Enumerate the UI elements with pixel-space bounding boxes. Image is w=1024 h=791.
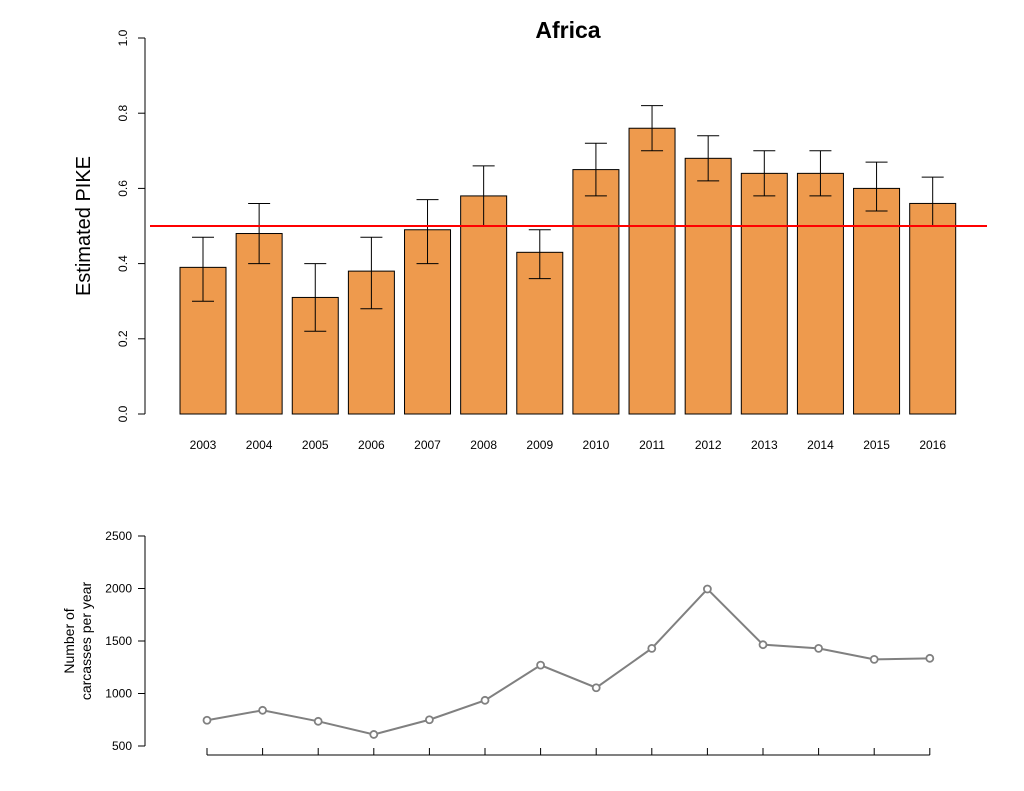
series-line-group [206,587,930,736]
y-tick-label: 2500 [105,529,132,543]
x-tick-label-2016: 2016 [919,438,946,452]
x-tick-labels: 2003 2004 2005 2006 2007 2008 2009 2010 2011 2012… [190,438,947,452]
bar-2014 [796,172,844,415]
y-axis: 500 1000 1500 2000 2500 [105,529,146,753]
y-axis: 0.0 0.2 0.4 0.6 0.8 1.0 [116,29,146,422]
bar-2010 [572,169,620,415]
data-point-2006 [369,730,379,739]
x-tick-label-2008: 2008 [470,438,497,452]
bar-2015 [853,187,901,415]
carcass-line-chart: Number of carcasses per year 500 1000 1500… [61,529,935,756]
bar-2012 [684,157,732,415]
data-points [202,584,935,739]
y-axis-label-line-1: Number of [61,608,77,673]
y-tick-label: 1.0 [116,29,130,46]
y-axis-label-line-2: carcasses per year [78,582,94,701]
y-tick-label: 0.4 [116,255,130,272]
bars [179,127,957,415]
x-tick-label-2003: 2003 [190,438,217,452]
bar-2009 [516,251,564,415]
y-tick-label: 0.6 [116,180,130,197]
y-axis-label: Estimated PIKE [73,156,95,296]
y-tick-label: 0.0 [116,405,130,422]
bar-2011 [628,127,676,415]
y-tick-label: 1500 [105,634,132,648]
x-axis [206,748,931,756]
data-point-2003 [202,715,212,725]
bar-2013 [740,172,788,415]
x-tick-label-2013: 2013 [751,438,778,452]
chart-title: Africa [535,17,600,43]
data-point-2009 [536,660,545,670]
data-point-2010 [591,683,601,693]
data-point-2004 [258,705,268,715]
x-tick-label-2012: 2012 [695,438,722,452]
data-point-2013 [758,640,768,650]
x-tick-label-2005: 2005 [302,438,329,452]
data-point-2005 [313,716,323,726]
y-tick-label: 0.2 [116,330,130,347]
y-tick-label: 500 [112,739,132,753]
data-point-2012 [703,584,712,594]
x-tick-label-2014: 2014 [807,438,834,452]
data-point-2007 [424,715,434,725]
y-tick-label: 0.8 [116,105,130,122]
data-point-2008 [480,695,490,705]
series-line [206,587,930,736]
x-tick-label-2011: 2011 [639,438,665,452]
x-tick-label-2015: 2015 [863,438,890,452]
pike-bar-chart: Africa Estimated PIKE 0.0 0.2 0.4 0.6 0.8 1.0… [73,17,987,452]
x-tick-label-2010: 2010 [583,438,610,452]
x-tick-label-2004: 2004 [246,438,273,452]
x-tick-label-2006: 2006 [358,438,385,452]
y-tick-label: 1000 [105,687,132,701]
bar-2016 [909,202,957,415]
data-point-2014 [814,643,823,653]
x-tick-label-2007: 2007 [414,438,441,452]
data-point-2016 [925,653,935,663]
y-tick-label: 2000 [105,582,132,596]
data-point-2015 [869,654,879,664]
x-tick-label-2009: 2009 [526,438,553,452]
bar-2008 [460,195,508,415]
data-point-2011 [647,643,657,653]
